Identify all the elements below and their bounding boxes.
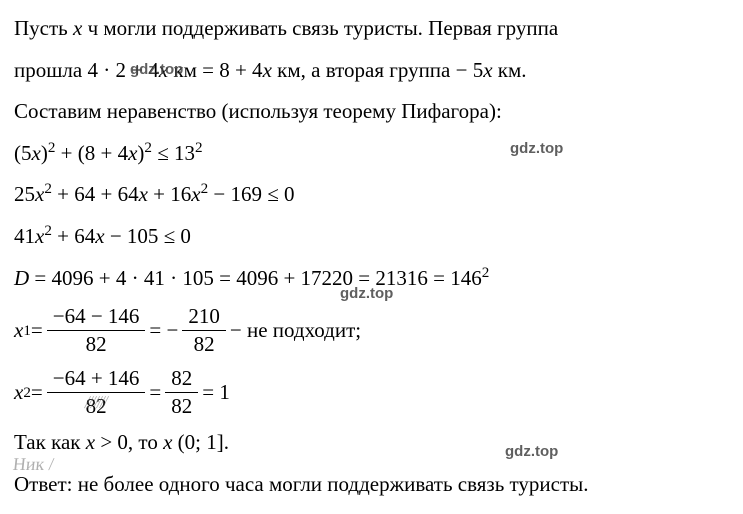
text: км, а вторая группа − 5 [272,58,483,82]
equation-line-4: (5x)2 + (8 + 4x)2 ≤ 132 [14,137,729,171]
variable-x: x [159,58,168,82]
text: ) [41,141,48,165]
text-line-10: Так как x > 0, то x (0; 1]. [14,426,729,460]
text: + 16 [148,182,191,206]
text: (0; 1]. [172,430,229,454]
equals: = [31,314,43,348]
variable-x: x [73,16,82,40]
variable-x: x [35,182,44,206]
text: + 64 + 64 [52,182,139,206]
denominator: 82 [182,331,226,358]
text-line-1: Пусть x ч могли поддерживать связь турис… [14,12,729,46]
variable-x: x [86,430,95,454]
exponent: 2 [482,265,490,281]
text-line-3: Составим неравенство (используя теорему … [14,95,729,129]
exponent: 2 [144,140,152,156]
text: + 64 [52,224,95,248]
text: 41 [14,224,35,248]
denominator: 82 [47,393,146,420]
text: + (8 + 4 [55,141,128,165]
fraction: −64 − 146 82 [47,303,146,359]
text: км = 8 + 4 [168,58,262,82]
text: − 169 ≤ 0 [208,182,294,206]
text: (5 [14,141,32,165]
variable-x: x [14,376,23,410]
text: км. [493,58,527,82]
text: − не подходит; [230,314,361,348]
text: Составим неравенство (используя теорему … [14,99,502,123]
variable-x: x [95,224,104,248]
equals: = [31,376,43,410]
text: 25 [14,182,35,206]
exponent: 2 [44,223,52,239]
text: = 4096 + 4 · 41 · 105 = 4096 + 17220 = 2… [29,266,482,290]
text: Пусть [14,16,73,40]
variable-x: x [32,141,41,165]
exponent: 2 [195,140,203,156]
text: > 0, то [95,430,163,454]
fraction: 82 82 [165,365,198,421]
text: = 1 [202,376,230,410]
numerator: −64 + 146 [47,365,146,393]
text-line-2: прошла 4 · 2 + 4x км = 8 + 4x км, а втор… [14,54,729,88]
text: Так как [14,430,86,454]
equation-x2: x2 = −64 + 146 82 = 82 82 = 1 [14,365,729,421]
equation-line-6: 41x2 + 64x − 105 ≤ 0 [14,220,729,254]
equation-line-7: D = 4096 + 4 · 41 · 105 = 4096 + 17220 =… [14,262,729,296]
variable-x: x [163,430,172,454]
exponent: 2 [44,181,52,197]
text: Ответ: не более одного часа могли поддер… [14,472,589,496]
fraction: 210 82 [182,303,226,359]
variable-x: x [263,58,272,82]
text: ч могли поддерживать связь туристы. Перв… [82,16,558,40]
denominator: 82 [47,331,146,358]
variable-x: x [483,58,492,82]
text: = − [149,314,178,348]
text: прошла 4 · 2 + 4 [14,58,159,82]
numerator: 210 [182,303,226,331]
variable-x: x [14,314,23,348]
text: ≤ 13 [152,141,195,165]
numerator: 82 [165,365,198,393]
text: = [149,376,161,410]
variable-x: x [128,141,137,165]
variable-x: x [35,224,44,248]
answer-line: Ответ: не более одного часа могли поддер… [14,468,729,502]
variable-x: x [191,182,200,206]
variable-d: D [14,266,29,290]
text: − 105 ≤ 0 [105,224,191,248]
equation-line-5: 25x2 + 64 + 64x + 16x2 − 169 ≤ 0 [14,178,729,212]
numerator: −64 − 146 [47,303,146,331]
variable-x: x [139,182,148,206]
equation-x1: x1 = −64 − 146 82 = − 210 82 − не подход… [14,303,729,359]
denominator: 82 [165,393,198,420]
exponent: 2 [201,181,209,197]
fraction: −64 + 146 82 [47,365,146,421]
